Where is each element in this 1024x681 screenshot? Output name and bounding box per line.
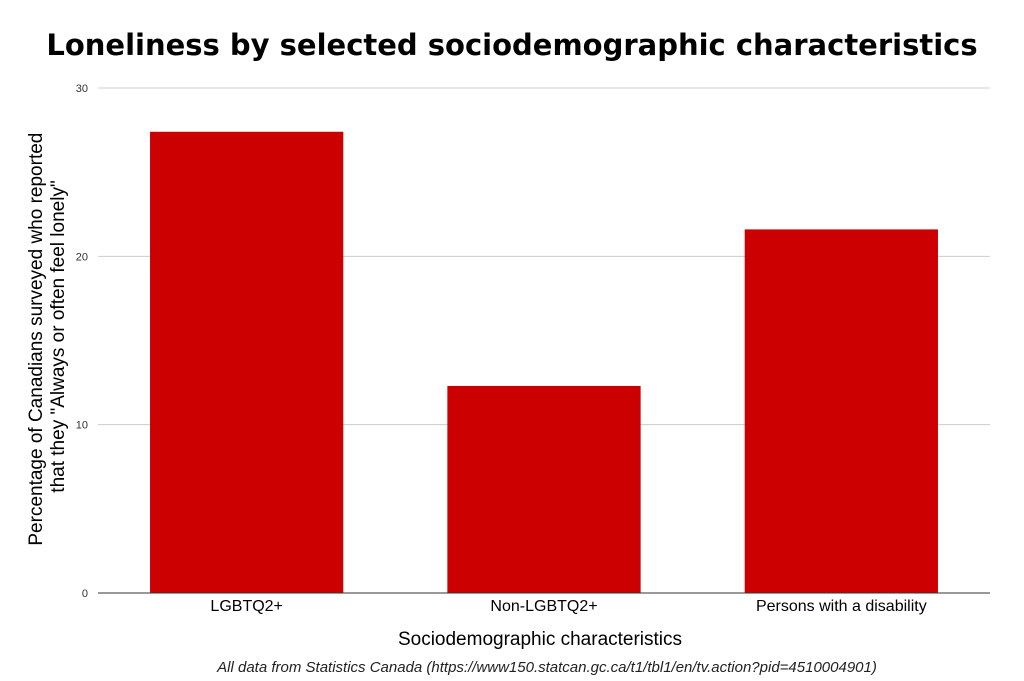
source-note: All data from Statistics Canada (https:/… [217,659,877,676]
chart-title: Loneliness by selected sociodemographic … [46,28,978,62]
y-axis-title-line-1: Percentage of Canadians surveyed who rep… [26,133,47,546]
bar-2 [447,385,641,593]
x-category-label: LGBTQ2+ [210,598,282,615]
x-axis-categories: LGBTQ2+ Non-LGBTQ2+ Persons with a disabil… [210,598,926,615]
y-tick-label: 10 [76,420,88,432]
y-tick-label: 30 [76,83,88,95]
y-tick-label: 20 [76,251,88,263]
y-tick-label: 0 [82,588,88,600]
bars [150,131,938,593]
x-axis-title: Sociodemographic characteristics [398,629,682,650]
bar-1 [150,131,344,593]
x-category-label: Persons with a disability [756,598,927,615]
bar-3 [744,229,938,593]
y-axis-ticks: 0 10 20 30 [76,83,88,600]
y-axis-title: Percentage of Canadians surveyed who rep… [26,127,69,545]
x-category-label: Non-LGBTQ2+ [490,598,597,615]
y-axis-title-line-2: that they "Always or often feel lonely" [48,180,69,492]
